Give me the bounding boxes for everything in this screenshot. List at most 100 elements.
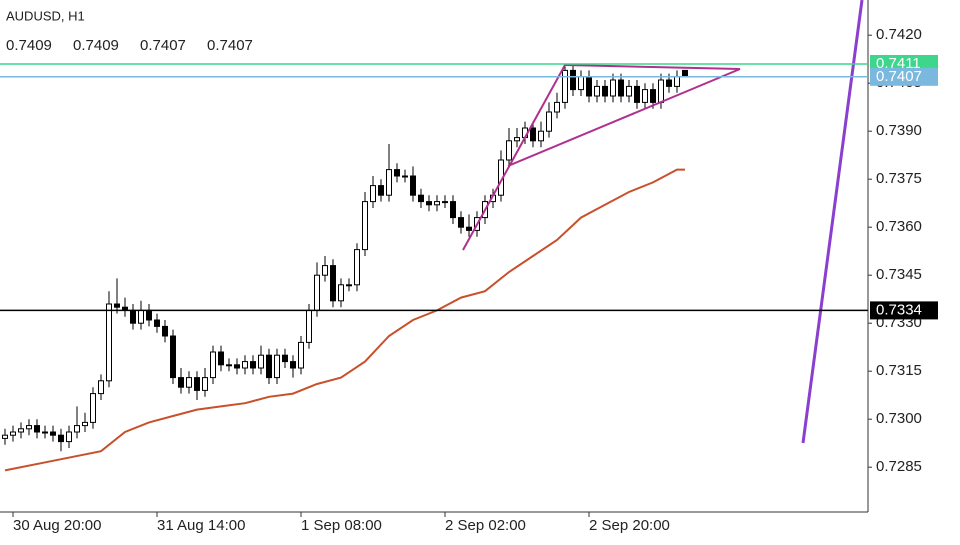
candle-body — [154, 319, 160, 327]
candle-body — [506, 140, 512, 161]
candle-body — [194, 377, 200, 391]
candle-body — [450, 201, 456, 219]
candle-body — [410, 175, 416, 196]
candle-body — [314, 274, 320, 311]
candle-body — [402, 175, 408, 178]
candle-body — [234, 364, 240, 369]
candle-body — [290, 361, 296, 369]
candle-body — [354, 249, 360, 286]
candle-body — [370, 185, 376, 203]
candle-body — [466, 226, 472, 231]
candle-body — [642, 89, 648, 103]
candle-body — [682, 69, 688, 78]
candle-body — [130, 309, 136, 324]
candle-body — [442, 201, 448, 204]
candle-body — [394, 169, 400, 177]
candle-body — [26, 425, 32, 430]
candle-body — [106, 303, 112, 382]
candle-body — [74, 425, 80, 433]
candle-body — [98, 380, 104, 395]
projection-line — [801, 0, 864, 444]
candle-body — [554, 101, 560, 113]
trend-line — [507, 68, 741, 167]
y-tick-label: 0.7315 — [876, 362, 922, 379]
y-tick-label: 0.7360 — [876, 218, 922, 235]
candle-body — [346, 284, 352, 287]
candle-body — [258, 354, 264, 369]
moving-average — [4, 168, 685, 472]
candle-body — [322, 265, 328, 276]
candle-body — [330, 265, 336, 302]
price-label-box — [870, 301, 938, 320]
candle-body — [162, 325, 168, 337]
candle-body — [418, 194, 424, 203]
candle-body — [610, 79, 616, 97]
candle-body — [114, 303, 120, 308]
trend-line — [462, 64, 566, 251]
price-label-box — [870, 67, 938, 86]
candle-body — [2, 434, 8, 439]
candle-body — [538, 130, 544, 142]
y-tick-label: 0.7345 — [876, 266, 922, 283]
candle-body — [90, 393, 96, 423]
candle-body — [34, 425, 40, 433]
candle-body — [306, 309, 312, 343]
drawings — [462, 0, 864, 444]
x-tick-label: 1 Sep 08:00 — [301, 517, 382, 534]
candle-body — [570, 69, 576, 91]
x-tick-label: 2 Sep 20:00 — [589, 517, 670, 534]
candle-body — [282, 354, 288, 363]
ohlc-high: 0.7409 — [73, 37, 119, 54]
candle-body — [434, 201, 440, 206]
candle-body — [338, 284, 344, 302]
y-tick-label: 0.7420 — [876, 26, 922, 43]
candle-body — [578, 76, 584, 91]
y-tick-label: 0.7390 — [876, 122, 922, 139]
candle-body — [274, 354, 280, 379]
candle-body — [674, 76, 680, 87]
candle-body — [426, 201, 432, 206]
candle-body — [210, 351, 216, 379]
price-label: 0.7334 — [876, 301, 922, 318]
candle-body — [266, 354, 272, 379]
candle-body — [218, 351, 224, 366]
candle-body — [138, 309, 144, 324]
candle-body — [226, 364, 232, 367]
candle-body — [362, 201, 368, 251]
candle-body — [650, 89, 656, 103]
candle-body — [298, 341, 304, 369]
candle-body — [202, 377, 208, 391]
candle-body — [18, 428, 24, 433]
candle-body — [602, 85, 608, 97]
y-tick-label: 0.7375 — [876, 170, 922, 187]
y-tick-label: 0.7285 — [876, 458, 922, 475]
candle-body — [10, 431, 16, 436]
price-label: 0.7407 — [876, 68, 922, 85]
candle-body — [666, 79, 672, 87]
candle-body — [178, 377, 184, 388]
plot — [2, 64, 688, 472]
candle-body — [82, 421, 88, 427]
x-tick-label: 30 Aug 20:00 — [13, 517, 101, 534]
candle-body — [378, 185, 384, 196]
candle-body — [386, 169, 392, 196]
x-tick-label: 2 Sep 02:00 — [445, 517, 526, 534]
candle-body — [594, 85, 600, 97]
candle-body — [242, 361, 248, 369]
candle-body — [186, 377, 192, 388]
trend-line — [564, 64, 741, 70]
candle-body — [170, 335, 176, 379]
candle-body — [146, 309, 152, 321]
price-label: 0.7411 — [876, 55, 921, 72]
candle-body — [658, 79, 664, 103]
candle-body — [546, 111, 552, 132]
candle-body — [530, 127, 536, 142]
y-tick-label: 0.7300 — [876, 410, 922, 427]
candle-body — [514, 137, 520, 142]
x-tick-label: 31 Aug 14:00 — [157, 517, 245, 534]
candle-body — [58, 434, 64, 443]
candle-body — [562, 69, 568, 103]
candle-body — [50, 431, 56, 436]
ohlc-low: 0.7407 — [140, 37, 186, 54]
